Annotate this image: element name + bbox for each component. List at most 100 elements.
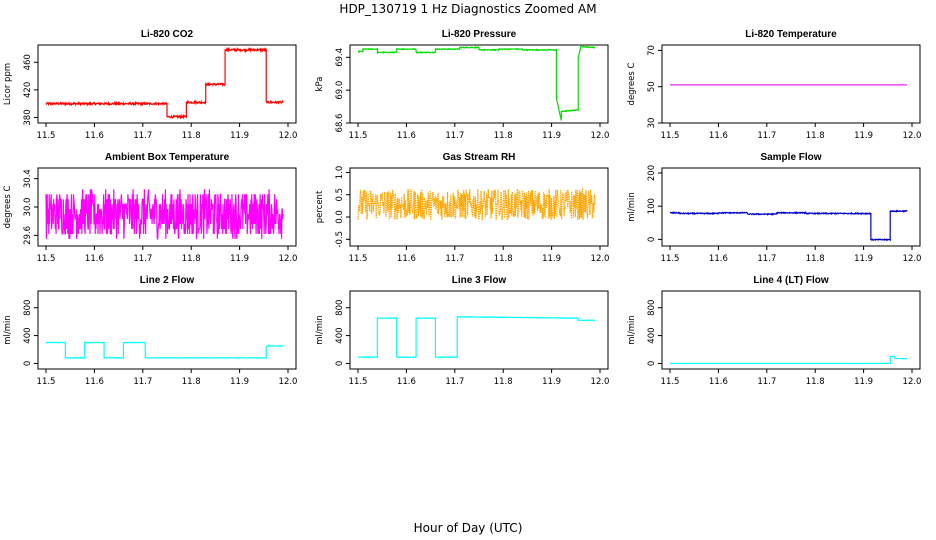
plot-frame [661, 167, 921, 247]
y-tick-label: 69.0 [335, 81, 345, 100]
y-axis-label: percent [315, 190, 325, 223]
panel-title: Line 4 (LT) Flow [753, 275, 829, 286]
panel-ambient-box-temperature: Ambient Box Temperature 11.5 11.6 11.7 11.8 1… [3, 152, 297, 264]
x-tick-label: 11.8 [494, 131, 513, 141]
figure-title: HDP_130719 1 Hz Diagnostics Zoomed AM [339, 2, 596, 16]
panel-title: Ambient Box Temperature [105, 152, 230, 163]
x-tick-label: 11.6 [397, 254, 416, 264]
x-tick-label: 11.9 [854, 254, 873, 264]
y-tick-label: 800 [647, 300, 657, 316]
y-tick-label: 70 [647, 45, 657, 56]
panel-title: Li-820 Temperature [745, 29, 837, 40]
x-tick-label: 11.5 [349, 377, 368, 387]
y-tick-label: 30 [647, 118, 657, 129]
x-tick-label: 12.0 [903, 377, 922, 387]
y-tick-label: 400 [23, 327, 33, 343]
y-tick-label: 1.0 [335, 166, 345, 180]
plot-frame [661, 290, 921, 370]
panel-title: Li-820 CO2 [141, 29, 194, 40]
x-tick-label: 11.9 [854, 377, 873, 387]
x-tick-label: 11.7 [445, 377, 464, 387]
y-tick-label: 0 [647, 237, 657, 242]
x-tick-label: 12.0 [279, 254, 298, 264]
x-tick-label: 11.8 [182, 131, 201, 141]
x-tick-label: 11.6 [709, 131, 728, 141]
x-tick-label: 11.9 [230, 377, 249, 387]
y-tick-label: 0 [647, 361, 657, 366]
x-tick-label: 11.7 [757, 377, 776, 387]
y-tick-label: 400 [647, 327, 657, 343]
x-tick-label: 11.5 [661, 131, 680, 141]
panel-sample-flow: Sample Flow 11.5 11.6 11.7 11.8 11.9 12.0 0 100 2… [627, 152, 921, 264]
y-tick-label: 30.0 [23, 198, 33, 217]
series-line-rh [357, 187, 596, 222]
x-tick-label: 11.9 [542, 377, 561, 387]
y-tick-label: 0 [335, 361, 345, 366]
y-tick-label: 0 [23, 361, 33, 366]
y-tick-label: 380 [23, 109, 33, 125]
x-tick-label: 12.0 [279, 131, 298, 141]
x-tick-label: 11.7 [757, 131, 776, 141]
y-tick-label: 800 [23, 300, 33, 316]
plot-frame [661, 44, 921, 124]
y-tick-label: 0.5 [335, 188, 345, 202]
panel-line-4-lt-flow: Line 4 (LT) Flow 11.5 11.6 11.7 11.8 11.9 12.0… [627, 275, 921, 387]
x-tick-label: 12.0 [903, 131, 922, 141]
panel-title: Li-820 Pressure [442, 29, 517, 40]
x-tick-label: 11.8 [182, 254, 201, 264]
x-tick-label: 11.5 [37, 131, 56, 141]
y-tick-label: 30.4 [23, 169, 33, 188]
plot-frame [37, 290, 297, 370]
x-tick-label: 11.8 [494, 254, 513, 264]
x-tick-label: 11.6 [85, 254, 104, 264]
panel-li-820-temperature: Li-820 Temperature 11.5 11.6 11.7 11.8 11.9 12… [627, 29, 921, 141]
series-line-pressure [357, 45, 596, 121]
x-tick-label: 11.5 [661, 377, 680, 387]
panel-gas-stream-rh: Gas Stream RH 11.5 11.6 11.7 11.8 11.9 12.0 -0.… [315, 152, 609, 264]
series-line-line-2 [45, 341, 284, 359]
x-tick-label: 12.0 [903, 254, 922, 264]
y-axis-label: ml/min [3, 315, 13, 345]
y-tick-label: 0.0 [335, 210, 345, 224]
x-tick-label: 11.9 [230, 254, 249, 264]
x-tick-label: 11.9 [542, 131, 561, 141]
panel-line-3-flow: Line 3 Flow 11.5 11.6 11.7 11.8 11.9 12.0 0 400 8… [315, 275, 609, 387]
y-tick-label: 29.6 [23, 226, 33, 245]
x-tick-label: 11.6 [709, 377, 728, 387]
plot-frame [349, 167, 609, 247]
y-tick-label: 400 [335, 327, 345, 343]
x-tick-label: 11.6 [397, 131, 416, 141]
x-tick-label: 11.6 [85, 377, 104, 387]
series-line-line-4 [669, 355, 908, 365]
x-tick-label: 11.7 [133, 131, 152, 141]
y-axis-label: degrees C [3, 186, 13, 229]
x-tick-label: 11.6 [397, 377, 416, 387]
figure-x-label: Hour of Day (UTC) [414, 521, 523, 535]
x-tick-label: 12.0 [591, 254, 610, 264]
x-tick-label: 12.0 [591, 377, 610, 387]
x-tick-label: 11.8 [806, 377, 825, 387]
plot-frame [349, 290, 609, 370]
panel-title: Line 2 Flow [140, 275, 195, 286]
panel-title: Sample Flow [760, 152, 821, 163]
x-tick-label: 11.5 [349, 254, 368, 264]
panel-li-820-co2: Li-820 CO2 11.5 11.6 11.7 11.8 11.9 12.0 380 420… [3, 29, 297, 141]
panel-title: Line 3 Flow [452, 275, 507, 286]
x-tick-label: 12.0 [279, 377, 298, 387]
y-tick-label: -0.5 [335, 231, 345, 248]
plot-frame [37, 44, 297, 124]
y-axis-label: Licor ppm [3, 63, 13, 105]
y-tick-label: 420 [23, 82, 33, 98]
series-line-co2 [45, 46, 284, 120]
x-tick-label: 11.5 [37, 254, 56, 264]
y-tick-label: 69.4 [335, 48, 345, 67]
series-line-line-3 [357, 315, 596, 359]
y-axis-label: ml/min [315, 315, 325, 345]
panel-li-820-pressure: Li-820 Pressure 11.5 11.6 11.7 11.8 11.9 12.0 6… [315, 29, 609, 141]
y-tick-label: 68.6 [335, 114, 345, 133]
x-tick-label: 11.7 [133, 254, 152, 264]
x-tick-label: 11.8 [494, 377, 513, 387]
plot-frame [349, 44, 609, 124]
x-tick-label: 11.7 [757, 254, 776, 264]
y-axis-label: ml/min [627, 192, 637, 222]
